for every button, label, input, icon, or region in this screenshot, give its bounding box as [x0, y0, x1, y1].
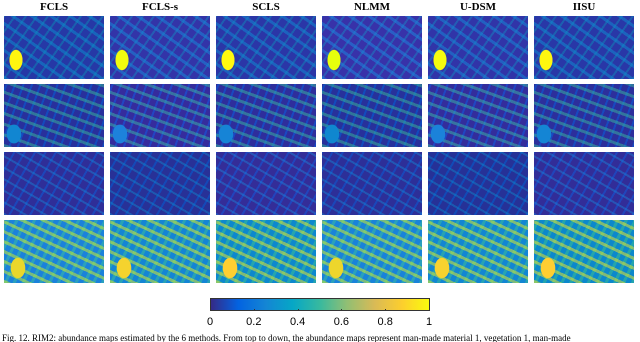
colorbar-tick: [253, 309, 255, 311]
abundance-map: [216, 152, 316, 215]
column-title: IISU: [572, 1, 596, 13]
abundance-map: [428, 152, 528, 215]
column-title: SCLS: [252, 1, 280, 13]
abundance-map: [4, 152, 104, 215]
colorbar-tick: [385, 309, 387, 311]
abundance-map: [4, 16, 104, 79]
colorbar-tick-label: 1: [425, 316, 433, 328]
abundance-map: [322, 84, 422, 147]
column-title: U-DSM: [459, 1, 497, 13]
abundance-map: [322, 16, 422, 79]
colorbar-tick: [429, 309, 430, 311]
abundance-map: [534, 16, 634, 79]
colorbar-tick: [341, 309, 343, 311]
abundance-map: [216, 16, 316, 79]
colorbar-tick: [210, 309, 211, 311]
colorbar-tick: [297, 309, 299, 311]
abundance-map: [534, 220, 634, 283]
abundance-map: [110, 220, 210, 283]
abundance-map: [216, 220, 316, 283]
abundance-map: [110, 152, 210, 215]
colorbar: [210, 298, 430, 311]
column-title: FCLS: [39, 1, 69, 13]
colorbar-tick-label: 0.4: [289, 316, 306, 328]
colorbar-tick-label: 0.6: [333, 316, 350, 328]
abundance-map: [428, 16, 528, 79]
abundance-map: [4, 220, 104, 283]
caption: Fig. 12. RIM2: abundance maps estimated …: [2, 333, 571, 342]
abundance-map: [428, 84, 528, 147]
colorbar-tick-label: 0: [206, 316, 214, 328]
column-title: FCLS-s: [141, 1, 179, 13]
column-title: NLMM: [353, 1, 391, 13]
abundance-map: [4, 84, 104, 147]
colorbar-tick-label: 0.8: [377, 316, 393, 328]
abundance-map: [534, 84, 634, 147]
abundance-map: [534, 152, 634, 215]
abundance-map: [110, 16, 210, 79]
colorbar-tick-label: 0.2: [246, 316, 262, 328]
abundance-map: [322, 220, 422, 283]
abundance-map: [110, 84, 210, 147]
abundance-map: [322, 152, 422, 215]
abundance-map: [428, 220, 528, 283]
abundance-map: [216, 84, 316, 147]
